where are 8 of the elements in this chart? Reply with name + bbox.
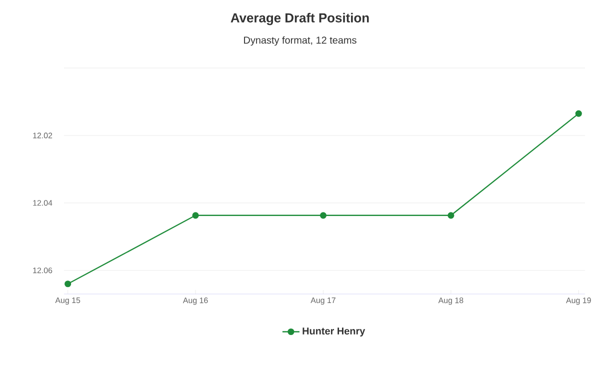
point [64, 280, 72, 288]
point [192, 212, 199, 219]
point [448, 212, 454, 219]
chart-title: Average Draft Position [230, 12, 369, 26]
legend-label: Hunter Henry [302, 328, 366, 336]
chart-subtitle: Dynasty format, 12 teams [244, 36, 356, 46]
point [320, 212, 327, 219]
point [575, 110, 582, 117]
